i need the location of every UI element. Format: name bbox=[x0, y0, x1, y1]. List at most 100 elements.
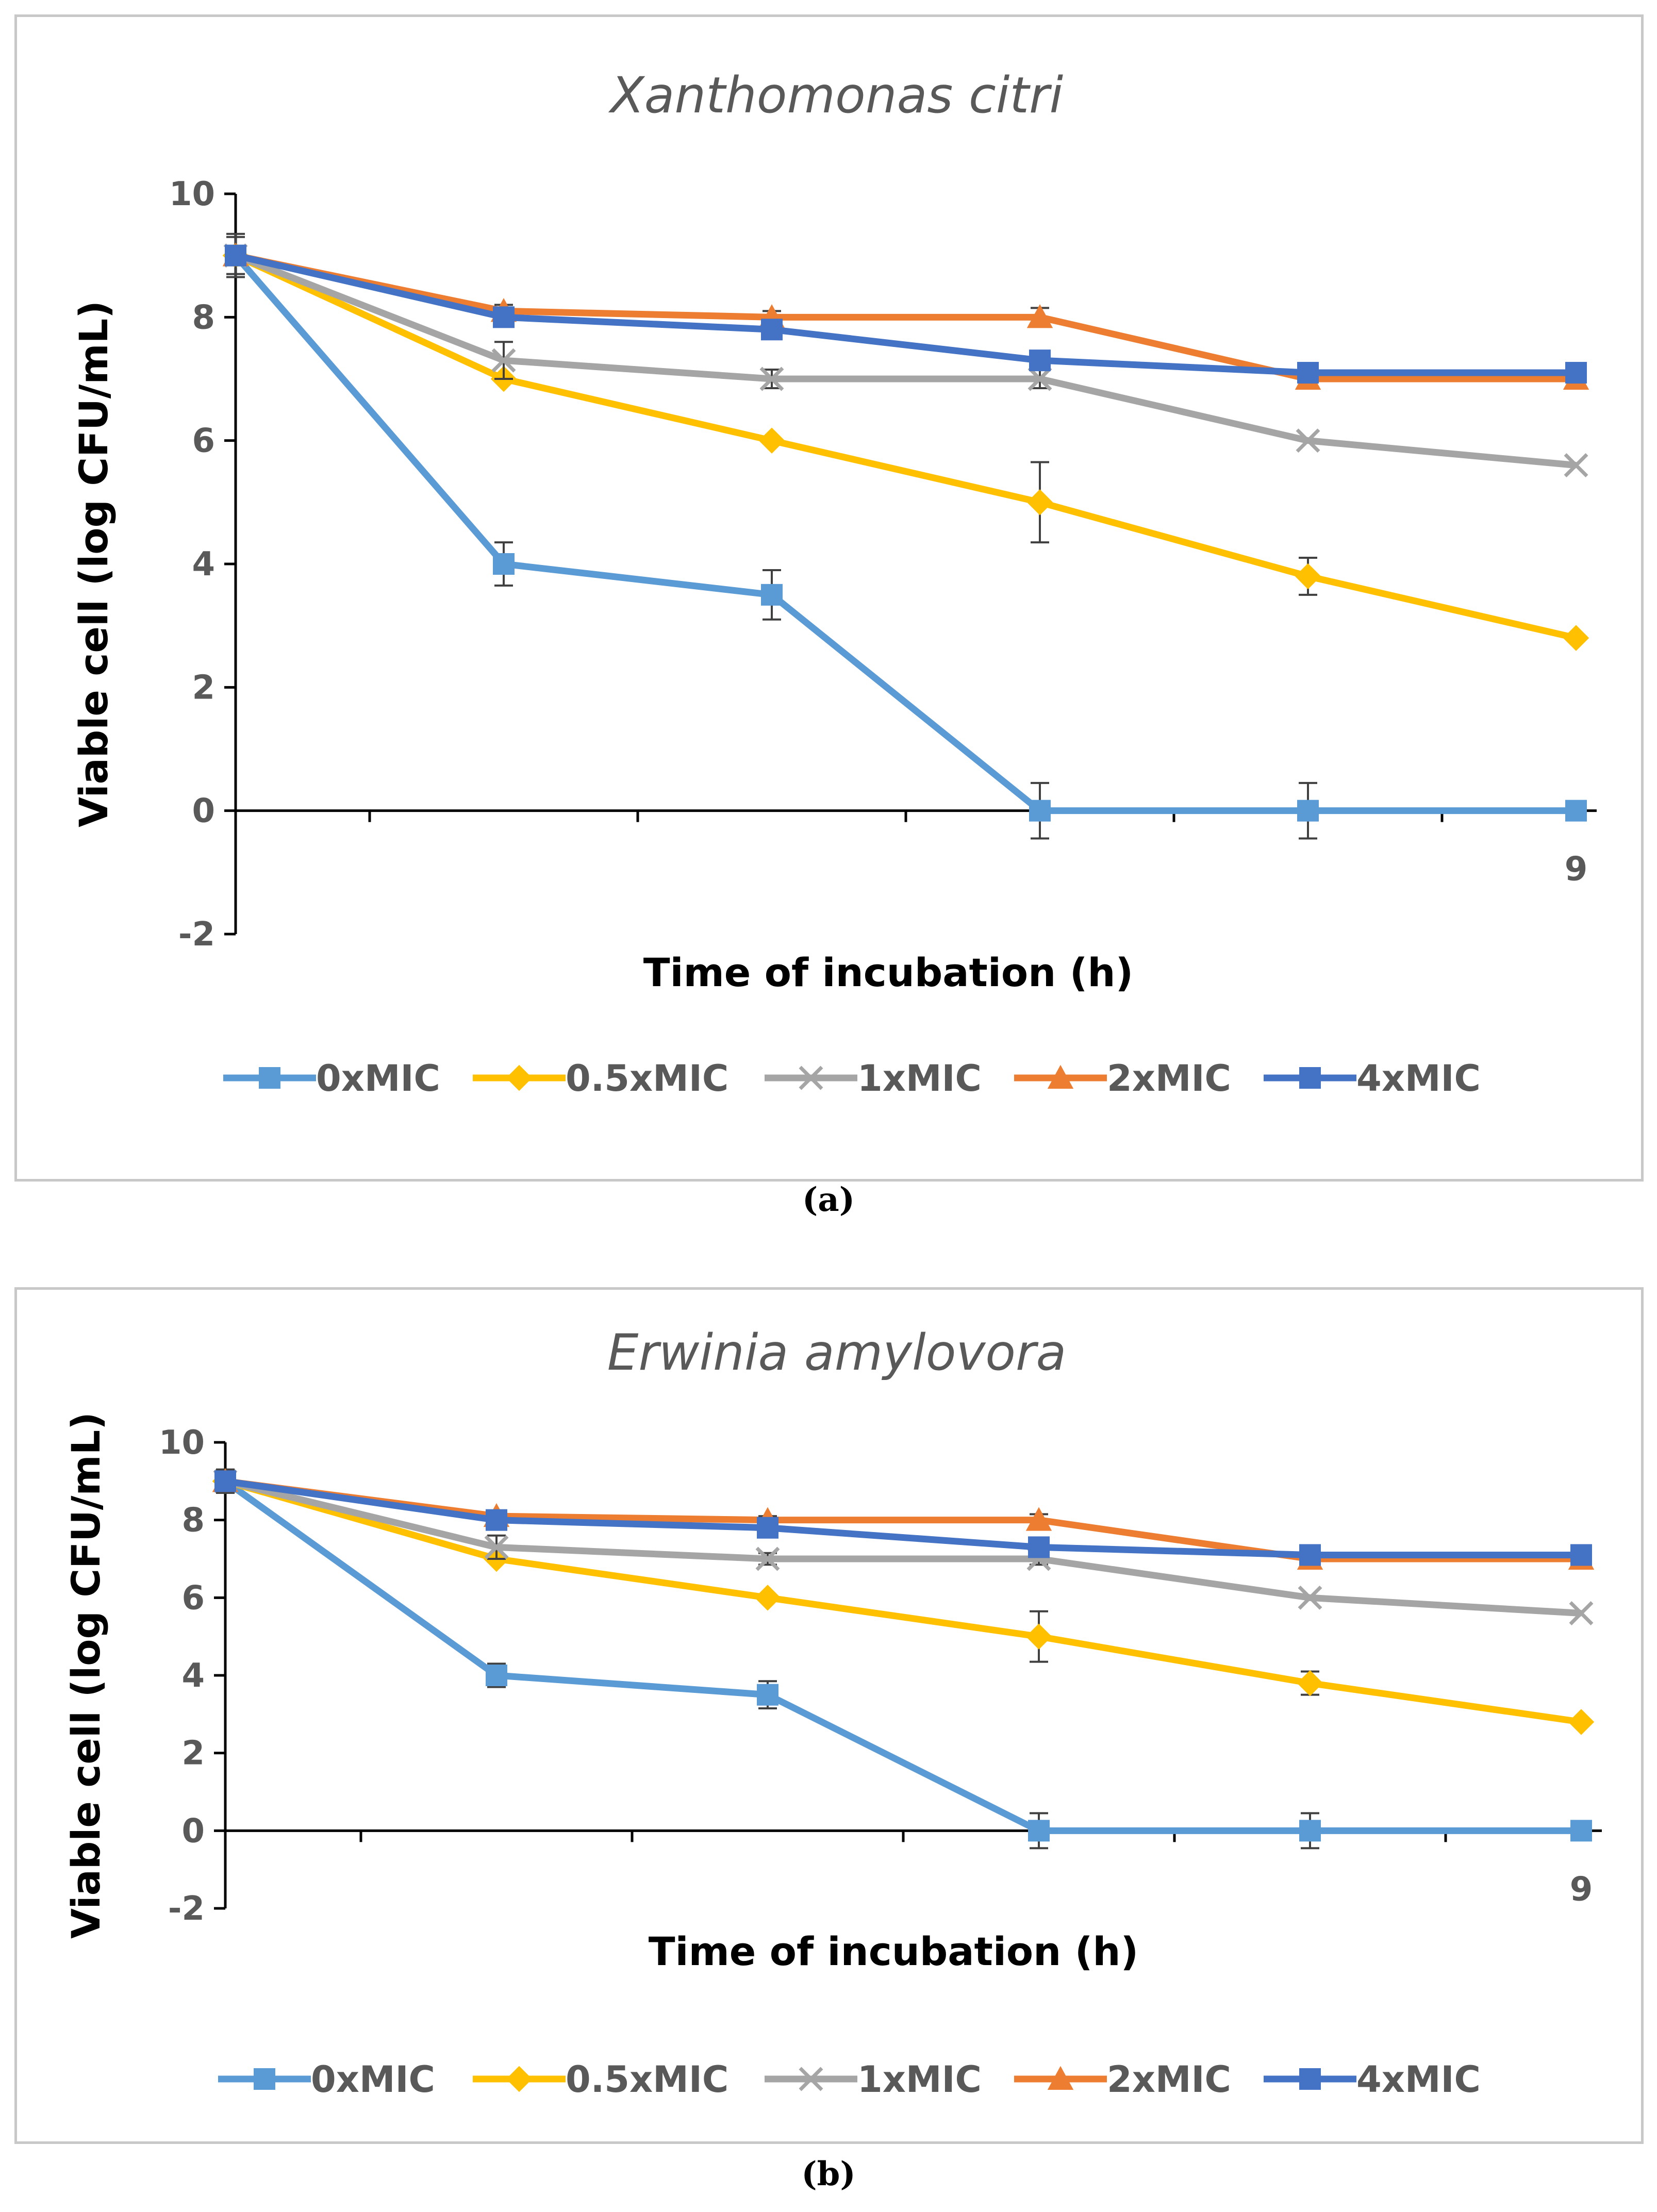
chart-a-x-tick-label: 9 bbox=[1565, 851, 1588, 889]
chart-a-point-2xmic bbox=[1026, 304, 1053, 328]
chart-b-point-0xmic bbox=[1028, 1820, 1050, 1842]
chart-a-line-2xmic bbox=[235, 252, 1576, 382]
chart-b-point-0xmic bbox=[1299, 1820, 1321, 1842]
chart-a-point-0xmic bbox=[1029, 800, 1051, 822]
chart-a-legend-label-1xmic: 1xMIC bbox=[857, 1057, 982, 1100]
chart-b-point-2xmic bbox=[1025, 1507, 1052, 1531]
chart-b-point-4xmic bbox=[1028, 1536, 1050, 1558]
chart-b-y-axis-label: Viable cell (log CFU/mL) bbox=[63, 1412, 109, 1939]
chart-b-point-0xmic bbox=[1570, 1820, 1592, 1842]
chart-a-x-axis-label: Time of incubation (h) bbox=[643, 950, 1134, 995]
chart-b-point-0-5xmic bbox=[754, 1585, 781, 1611]
chart-b-point-1xmic bbox=[755, 1546, 780, 1571]
chart-a-point-1xmic bbox=[1028, 367, 1052, 391]
chart-a-y-tick-label: 6 bbox=[192, 422, 215, 460]
caption-b: (b) bbox=[801, 2155, 856, 2193]
chart-b-legend-item-2xmic: 2xMIC bbox=[1014, 2058, 1231, 2101]
chart-a-point-4xmic bbox=[1297, 362, 1319, 384]
chart-b-y-tick-label: 2 bbox=[181, 1735, 205, 1773]
chart-panel-a: Xanthomonas citri -2 0 2 4 6 8 10 9 Time of incub… bbox=[14, 14, 1644, 1182]
chart-a-point-0-5xmic bbox=[1026, 489, 1053, 515]
chart-a-y-tick-label: 10 bbox=[169, 175, 215, 213]
chart-b-point-0-5xmic bbox=[1297, 1670, 1323, 1697]
chart-a-y-tick-label: 8 bbox=[192, 298, 215, 337]
chart-a-series-1xmic bbox=[223, 243, 1588, 478]
chart-a-point-0xmic bbox=[493, 553, 515, 575]
chart-b-y-tick-label: 4 bbox=[181, 1657, 205, 1695]
chart-a-legend-item-1xmic: 1xMIC bbox=[765, 1057, 982, 1100]
chart-b-legend-item-0xmic: 0xMIC bbox=[218, 2058, 435, 2101]
chart-a-point-4xmic bbox=[493, 306, 515, 328]
chart-b-line-0xmic bbox=[223, 1478, 1581, 1834]
chart-a-legend-item-2xmic: 2xMIC bbox=[1014, 1057, 1231, 1100]
chart-b-legend-label-2xmic: 2xMIC bbox=[1107, 2058, 1231, 2101]
chart-b-legend-item-1xmic: 1xMIC bbox=[765, 2058, 982, 2101]
chart-a-line-0-5xmic bbox=[234, 252, 1577, 641]
chart-a-point-4xmic bbox=[1565, 362, 1587, 384]
chart-b-line-2xmic bbox=[225, 1477, 1581, 1562]
chart-a-point-1xmic bbox=[1564, 453, 1588, 478]
chart-a-point-4xmic bbox=[225, 244, 246, 267]
chart-b-line-1xmic bbox=[224, 1478, 1582, 1617]
chart-b-legend-item-4xmic: 4xMIC bbox=[1264, 2058, 1481, 2101]
chart-b-point-4xmic bbox=[1299, 1544, 1321, 1566]
caption-a: (a) bbox=[802, 1180, 855, 1219]
chart-b-line-0-5xmic bbox=[224, 1478, 1582, 1725]
chart-b-series-1xmic bbox=[213, 1469, 1594, 1625]
chart-a-line-4xmic bbox=[235, 252, 1576, 376]
chart-a-series-0xmic bbox=[225, 232, 1587, 840]
chart-a-y-tick-label: 2 bbox=[192, 669, 215, 707]
chart-b-point-4xmic bbox=[214, 1470, 236, 1492]
chart-b-y-tick-label: 8 bbox=[181, 1502, 205, 1540]
chart-a-point-0xmic bbox=[1565, 800, 1587, 822]
chart-a-legend-item-0xmic: 0xMIC bbox=[223, 1057, 440, 1100]
chart-b-point-0-5xmic bbox=[1025, 1623, 1052, 1650]
chart-a-legend-item-0-5xmic: 0.5xMIC bbox=[473, 1057, 728, 1100]
chart-a-point-0xmic bbox=[761, 584, 783, 606]
chart-a-legend-label-0-5xmic: 0.5xMIC bbox=[566, 1057, 728, 1100]
chart-b-y-tick-label: -2 bbox=[168, 1890, 205, 1928]
chart-a-legend: 0xMIC 0.5xMIC 1xMIC 2xMIC 4xMIC bbox=[223, 1057, 1481, 1100]
chart-a-y-tick-label: 4 bbox=[192, 545, 215, 584]
chart-b-point-4xmic bbox=[757, 1517, 778, 1539]
chart-b-legend-label-1xmic: 1xMIC bbox=[857, 2058, 982, 2101]
chart-b-legend-label-4xmic: 4xMIC bbox=[1356, 2058, 1481, 2101]
chart-a-y-tick-label: -2 bbox=[178, 916, 215, 954]
chart-b-series-4xmic bbox=[214, 1470, 1592, 1566]
chart-a-title: Xanthomonas citri bbox=[608, 66, 1064, 124]
chart-b-point-0xmic bbox=[757, 1684, 778, 1706]
chart-b-point-4xmic bbox=[486, 1509, 507, 1531]
chart-a-legend-item-4xmic: 4xMIC bbox=[1264, 1057, 1481, 1100]
chart-a-point-4xmic bbox=[761, 319, 783, 341]
chart-b-legend-item-0-5xmic: 0.5xMIC bbox=[473, 2058, 728, 2101]
chart-panel-b: Erwinia amylovora -2 0 2 4 6 8 10 9 Time of incub… bbox=[14, 1287, 1644, 2144]
chart-b-x-tick-label: 9 bbox=[1570, 1870, 1593, 1908]
chart-a-line-0xmic bbox=[233, 253, 1576, 814]
chart-a-point-0-5xmic bbox=[758, 427, 785, 454]
chart-a-point-1xmic bbox=[1296, 428, 1320, 453]
chart-b-svg: Erwinia amylovora -2 0 2 4 6 8 10 9 Time of incub… bbox=[63, 1324, 1602, 2101]
chart-a-point-1xmic bbox=[491, 348, 516, 373]
chart-b-point-0-5xmic bbox=[1568, 1709, 1595, 1735]
chart-a-y-axis-label: Viable cell (log CFU/mL) bbox=[71, 301, 117, 827]
chart-a-point-0xmic bbox=[1297, 800, 1319, 822]
chart-a-point-4xmic bbox=[1029, 350, 1051, 372]
chart-b-point-1xmic bbox=[484, 1535, 509, 1559]
chart-b-legend-label-0-5xmic: 0.5xMIC bbox=[566, 2058, 728, 2101]
chart-b-y-tick-label: 6 bbox=[181, 1579, 205, 1617]
chart-b-line-4xmic bbox=[225, 1477, 1581, 1558]
chart-b-legend: 0xMIC 0.5xMIC 1xMIC 2xMIC 4xMIC bbox=[218, 2058, 1481, 2101]
chart-b-point-1xmic bbox=[1298, 1585, 1322, 1610]
chart-a-legend-label-4xmic: 4xMIC bbox=[1356, 1057, 1481, 1100]
chart-b-point-1xmic bbox=[1569, 1601, 1594, 1625]
chart-b-x-axis-label: Time of incubation (h) bbox=[649, 1928, 1139, 1974]
chart-b-legend-label-0xmic: 0xMIC bbox=[311, 2058, 435, 2101]
chart-a-point-0-5xmic bbox=[1563, 625, 1589, 651]
chart-a-svg: Xanthomonas citri -2 0 2 4 6 8 10 9 Time of incub… bbox=[71, 66, 1597, 1100]
chart-a-point-0-5xmic bbox=[1295, 563, 1321, 590]
chart-a-y-tick-label: 0 bbox=[192, 792, 215, 830]
chart-b-point-4xmic bbox=[1570, 1544, 1592, 1566]
chart-a-legend-label-2xmic: 2xMIC bbox=[1107, 1057, 1231, 1100]
chart-a-point-1xmic bbox=[759, 367, 784, 391]
chart-a-legend-label-0xmic: 0xMIC bbox=[316, 1057, 440, 1100]
